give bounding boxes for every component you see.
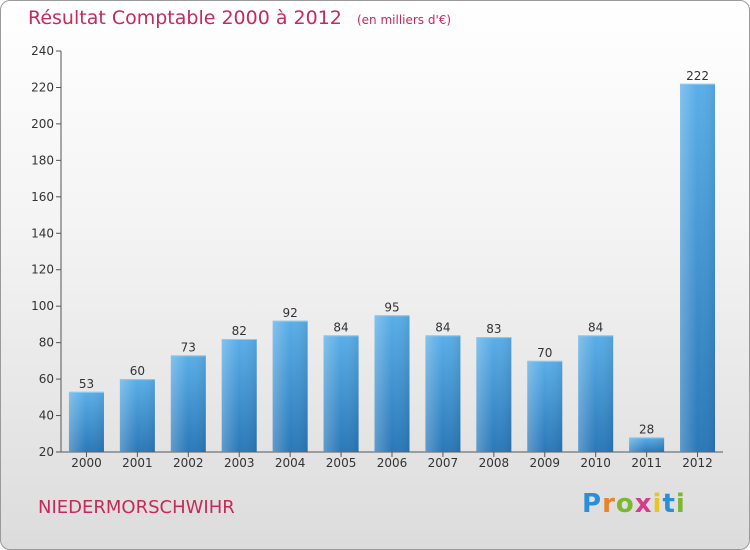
bar-shine	[425, 335, 461, 452]
x-tick-label: 2000	[71, 456, 102, 470]
bar-shine	[272, 320, 308, 452]
proxiti-logo[interactable]: Proxiti	[582, 489, 686, 519]
data-label: 82	[232, 324, 247, 338]
x-tick-label: 2009	[529, 456, 560, 470]
y-tick-label: 200	[31, 117, 54, 131]
data-labels: 53 60 73 82 92 84 95 84 83 70 84 28 222	[79, 69, 709, 437]
data-label: 84	[588, 320, 603, 334]
x-tick-label: 2007	[428, 456, 459, 470]
x-tick-label: 2003	[224, 456, 255, 470]
data-label: 84	[435, 320, 450, 334]
data-label: 84	[333, 320, 348, 334]
data-label: 28	[639, 422, 654, 436]
bars	[68, 83, 716, 453]
bar-shine	[323, 335, 359, 452]
bar-shine	[578, 335, 614, 452]
x-tick-label: 2001	[122, 456, 153, 470]
commune-name: NIEDERMORSCHWIHR	[38, 497, 235, 518]
x-tick-label: 2004	[275, 456, 306, 470]
data-label: 222	[686, 69, 709, 83]
y-tick-label: 180	[31, 153, 54, 167]
y-tick-label: 40	[39, 409, 54, 423]
logo-letter: x	[634, 489, 653, 519]
logo-letter: o	[615, 489, 635, 519]
bar-shine	[119, 379, 155, 452]
y-tick-label: 60	[39, 372, 54, 386]
data-label: 92	[283, 306, 298, 320]
unit-label: (en milliers d'€)	[356, 13, 452, 27]
bar-shine	[629, 437, 665, 452]
y-tick-label: 100	[31, 299, 54, 313]
title-text: Résultat Comptable 2000 à 2012	[28, 7, 342, 29]
bar-shine	[68, 391, 104, 452]
x-tick-label: 2002	[173, 456, 204, 470]
x-tick-label: 2011	[631, 456, 662, 470]
x-tick-label: 2012	[682, 456, 713, 470]
data-label: 60	[130, 364, 145, 378]
y-tick-label: 160	[31, 190, 54, 204]
data-label: 53	[79, 377, 94, 391]
data-label: 70	[537, 346, 552, 360]
y-tick-label: 20	[39, 445, 54, 459]
bar-shine	[476, 337, 512, 452]
x-tick-label: 2010	[580, 456, 611, 470]
logo-letter: i	[652, 489, 663, 519]
logo-letter: t	[662, 489, 676, 519]
y-tick-label: 220	[31, 80, 54, 94]
data-label: 73	[181, 340, 196, 354]
y-tick-label: 80	[39, 336, 54, 350]
data-label: 95	[384, 300, 399, 314]
bar-shine	[527, 360, 563, 452]
data-label: 83	[486, 322, 501, 336]
logo-letter: i	[675, 489, 686, 519]
bar-shine	[374, 315, 410, 452]
logo-letter: r	[602, 489, 616, 519]
y-tick-label: 240	[31, 44, 54, 58]
chart-title: Résultat Comptable 2000 à 2012 (en milli…	[28, 7, 451, 29]
x-tick-label: 2006	[377, 456, 408, 470]
bar-shine	[170, 355, 206, 452]
y-tick-label: 120	[31, 263, 54, 277]
x-tick-label: 2005	[326, 456, 357, 470]
bar-shine	[221, 338, 257, 452]
y-tick-label: 140	[31, 226, 54, 240]
x-tick-label: 2008	[479, 456, 510, 470]
bar-shine	[680, 83, 716, 453]
logo-letter: P	[582, 489, 603, 519]
